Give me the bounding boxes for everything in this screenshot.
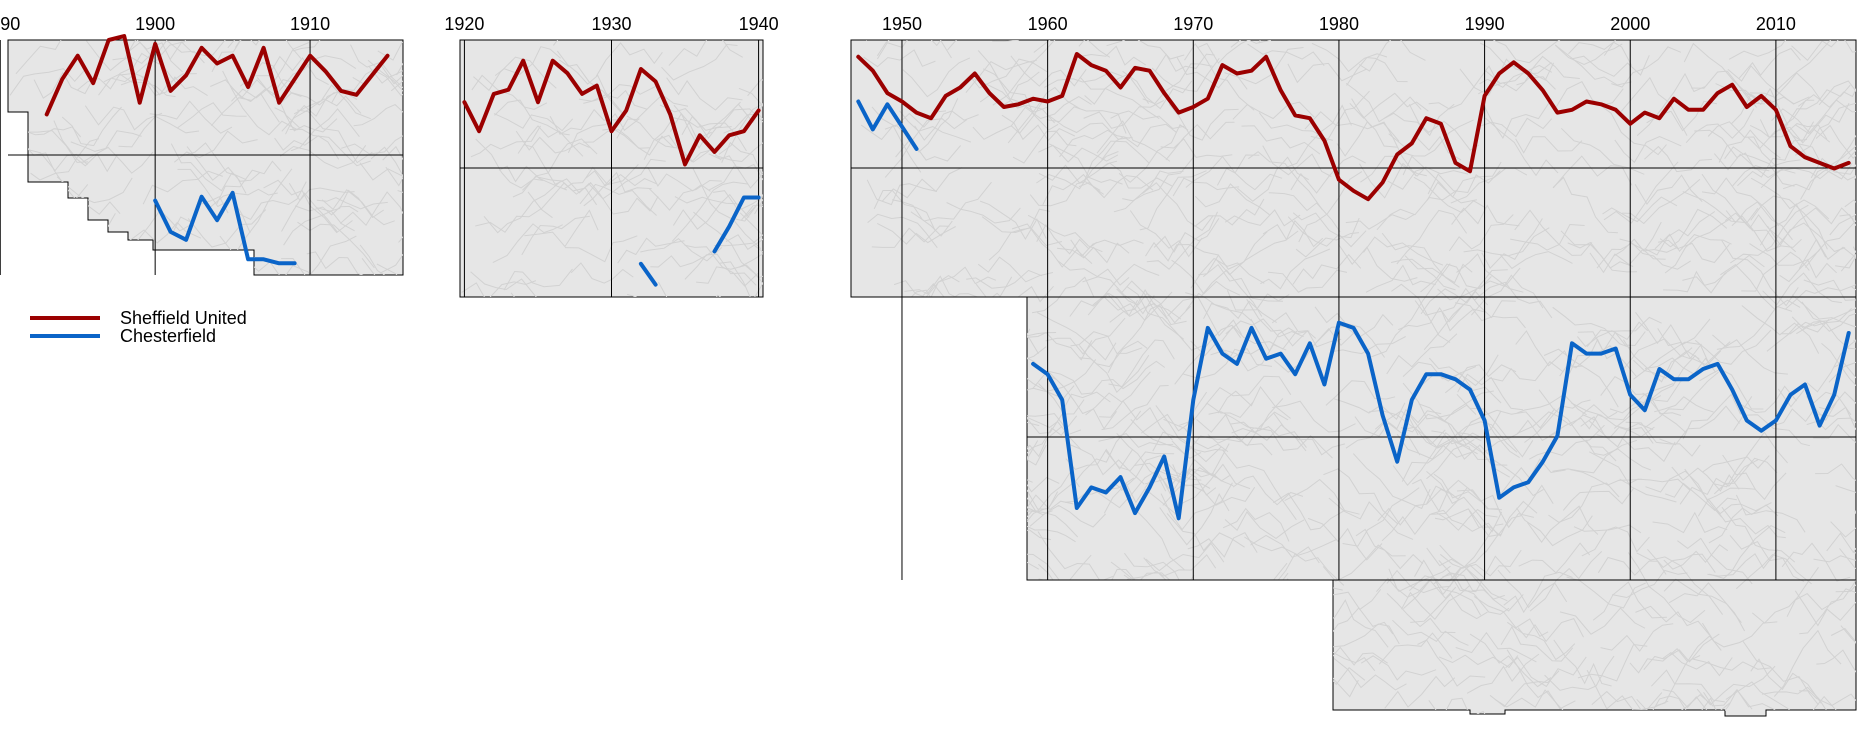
panel-3-area [851, 40, 1856, 716]
legend-item-sheffield-united: Sheffield United [30, 308, 247, 328]
legend-item-chesterfield: Chesterfield [30, 326, 216, 346]
tick-label-1980: 1980 [1319, 14, 1359, 34]
tick-label-1960: 1960 [1028, 14, 1068, 34]
tick-label-2000: 2000 [1610, 14, 1650, 34]
tick-label-1900: 1900 [135, 14, 175, 34]
tick-label-1970: 1970 [1173, 14, 1213, 34]
tick-label-1990: 1990 [1465, 14, 1505, 34]
tick-label-1930: 1930 [591, 14, 631, 34]
panel-3-background [851, 0, 1864, 750]
panel-1-background [8, 0, 474, 322]
panel-2-background [460, 16, 827, 337]
tick-label-1890: 1890 [0, 14, 20, 34]
tick-label-1920: 1920 [444, 14, 484, 34]
legend-label: Chesterfield [120, 326, 216, 346]
tick-label-1940: 1940 [739, 14, 779, 34]
tick-label-2010: 2010 [1756, 14, 1796, 34]
tick-label-1950: 1950 [882, 14, 922, 34]
tick-label-1910: 1910 [290, 14, 330, 34]
legend-label: Sheffield United [120, 308, 247, 328]
